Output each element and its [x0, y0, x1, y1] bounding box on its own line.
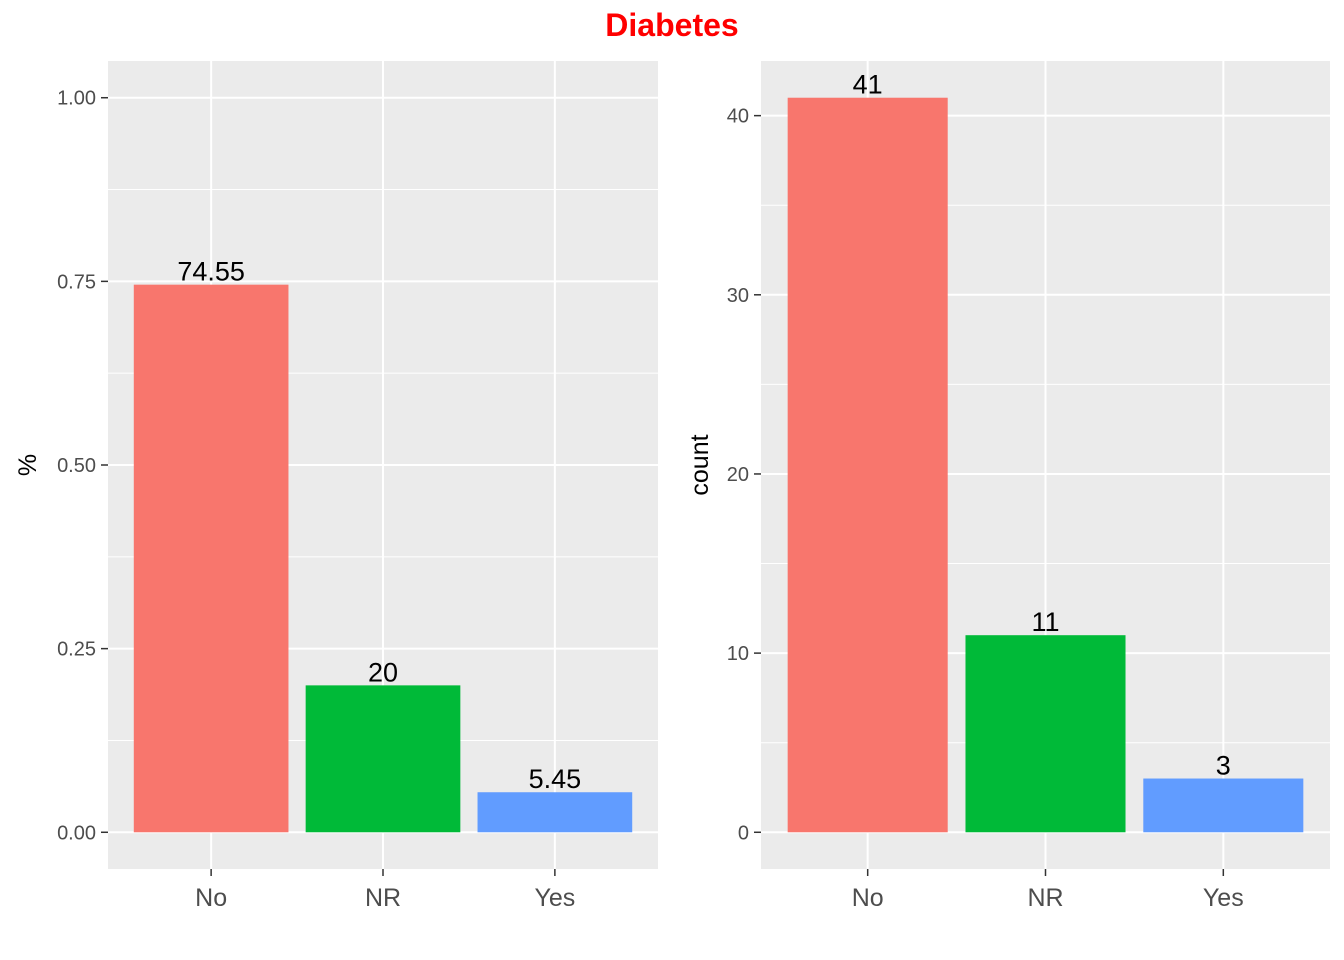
bar-yes — [1143, 778, 1304, 833]
x-tick-label: No — [195, 884, 227, 912]
bar-nr — [965, 635, 1126, 833]
y-tick-label: 0.75 — [57, 271, 96, 293]
data-label: 3 — [1216, 751, 1231, 781]
bar-no — [787, 97, 948, 833]
data-label: 11 — [1031, 607, 1059, 637]
figure-title: Diabetes — [605, 7, 738, 43]
y-tick-label: 40 — [727, 106, 749, 128]
x-tick-label: NR — [1027, 884, 1063, 912]
bar-yes — [477, 792, 633, 833]
y-tick-label: 0.00 — [57, 822, 96, 844]
y-tick-label: 10 — [727, 643, 749, 665]
data-label: 20 — [368, 657, 398, 687]
bar-no — [133, 284, 289, 833]
x-tick-label: NR — [365, 884, 401, 912]
y-tick-label: 0.50 — [57, 455, 96, 477]
y-tick-label: 1.00 — [57, 88, 96, 110]
y-tick-label: 0.25 — [57, 639, 96, 661]
x-tick-label: Yes — [534, 884, 575, 912]
chart-percent: 74.55 20 5.45 0.00 0.25 0.50 0.75 1.00 No NR Yes% — [14, 61, 658, 912]
data-label: 41 — [853, 70, 883, 100]
y-axis-label: % — [14, 454, 42, 476]
y-tick-label: 0 — [738, 822, 749, 844]
y-axis-label: count — [686, 434, 714, 495]
data-label: 5.45 — [529, 764, 582, 794]
x-tick-label: Yes — [1203, 884, 1244, 912]
x-tick-label: No — [852, 884, 884, 912]
y-tick-label: 20 — [727, 464, 749, 486]
bar-nr — [305, 685, 461, 833]
data-label: 74.55 — [177, 257, 245, 287]
y-tick-label: 30 — [727, 285, 749, 307]
